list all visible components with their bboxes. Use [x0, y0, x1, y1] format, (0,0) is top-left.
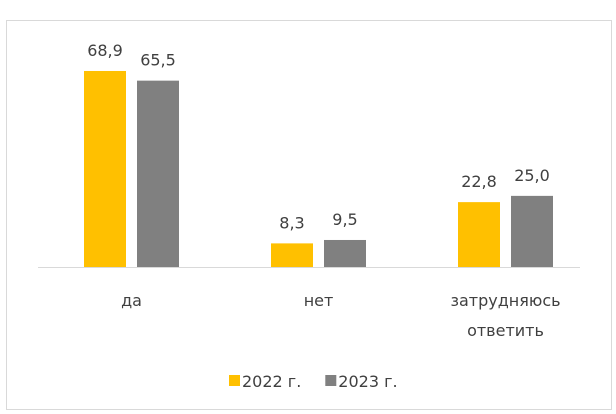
legend-swatch	[229, 375, 240, 386]
bar	[271, 243, 313, 267]
x-tick-label-line: нет	[304, 291, 334, 310]
x-tick-label: нет	[304, 291, 334, 310]
bar	[511, 195, 553, 267]
bar	[84, 70, 126, 268]
x-tick-label: затрудняюсь ответить	[450, 291, 560, 340]
bar	[458, 202, 500, 267]
data-label: 68,9	[87, 41, 123, 60]
bar	[137, 80, 179, 267]
legend-label: 2023 г.	[338, 372, 397, 391]
x-tick-label-line: ответить	[467, 321, 544, 340]
data-label: 22,8	[461, 172, 497, 191]
legend-swatch	[325, 375, 337, 386]
data-label: 8,3	[279, 213, 304, 232]
x-tick-label: да	[121, 291, 142, 310]
bar	[324, 239, 366, 267]
data-label: 9,5	[332, 210, 357, 229]
data-label: 65,5	[140, 51, 176, 70]
legend-label: 2022 г.	[242, 372, 301, 391]
data-label: 25,0	[514, 166, 550, 185]
x-tick-label-line: да	[121, 291, 142, 310]
x-tick-label-line: затрудняюсь	[450, 291, 560, 310]
